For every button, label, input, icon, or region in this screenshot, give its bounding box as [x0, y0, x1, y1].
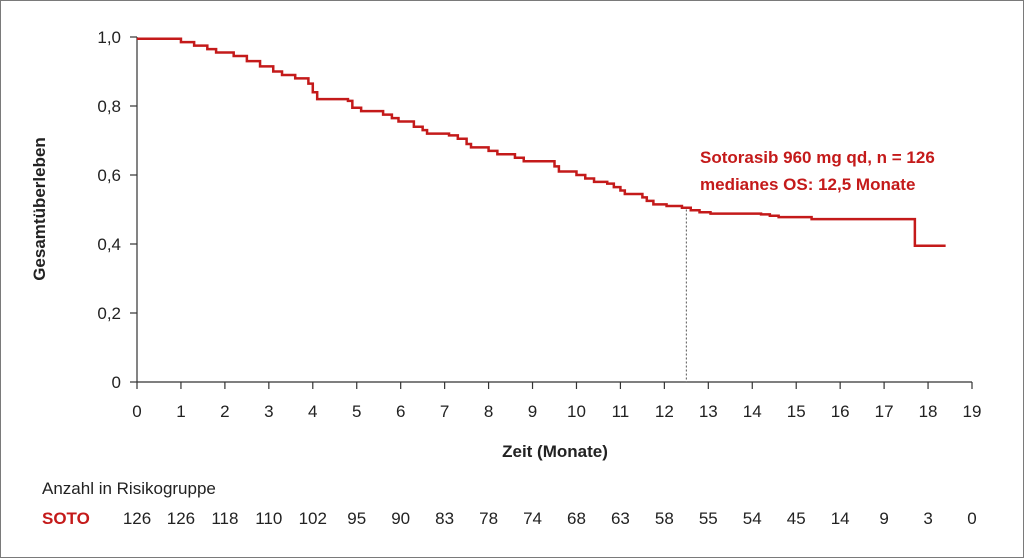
x-tick-label: 11	[612, 402, 630, 421]
x-tick-label: 2	[220, 402, 229, 421]
x-tick-label: 7	[440, 402, 449, 421]
x-tick-label: 9	[528, 402, 537, 421]
x-tick-label: 18	[919, 402, 938, 421]
y-tick-label: 0	[112, 373, 121, 392]
risk-value: 3	[923, 509, 932, 528]
risk-value: 95	[347, 509, 366, 528]
risk-value: 55	[699, 509, 718, 528]
y-axis: 0 0,2 0,4 0,6 0,8 1,0	[97, 28, 138, 392]
risk-value: 102	[299, 509, 327, 528]
risk-value: 118	[211, 509, 238, 528]
annotation-line-1: Sotorasib 960 mg qd, n = 126	[700, 148, 935, 167]
x-tick-label: 3	[264, 402, 273, 421]
x-tick-label: 1	[176, 402, 185, 421]
risk-value: 14	[831, 509, 850, 528]
x-tick-label: 5	[352, 402, 361, 421]
risk-table-label: SOTO	[42, 509, 90, 528]
y-tick-label: 0,6	[97, 166, 121, 185]
y-tick-label: 0,8	[97, 97, 121, 116]
risk-value: 68	[567, 509, 586, 528]
y-tick-label: 1,0	[97, 28, 121, 47]
risk-value: 63	[611, 509, 630, 528]
risk-table-values: 126 126 118 110 102 95 90 83 78 74 68 63 58 55 54 45 14 9…	[123, 509, 977, 528]
risk-value: 126	[123, 509, 151, 528]
risk-value: 78	[479, 509, 498, 528]
x-tick-label: 15	[787, 402, 806, 421]
risk-value: 126	[167, 509, 195, 528]
x-tick-label: 17	[875, 402, 894, 421]
risk-value: 54	[743, 509, 762, 528]
y-tick-label: 0,4	[97, 235, 121, 254]
x-tick-label: 14	[743, 402, 762, 421]
risk-table-title: Anzahl in Risikogruppe	[42, 479, 216, 498]
y-tick-label: 0,2	[97, 304, 121, 323]
x-tick-label: 8	[484, 402, 493, 421]
x-tick-label: 13	[699, 402, 718, 421]
risk-value: 74	[523, 509, 542, 528]
annotation-line-2: medianes OS: 12,5 Monate	[700, 175, 915, 194]
x-tick-label: 12	[655, 402, 674, 421]
y-axis-title: Gesamtüberleben	[30, 137, 49, 281]
risk-value: 45	[787, 509, 806, 528]
x-tick-label: 16	[831, 402, 850, 421]
risk-value: 90	[391, 509, 410, 528]
x-tick-label: 6	[396, 402, 405, 421]
risk-value: 110	[255, 509, 282, 528]
risk-value: 0	[967, 509, 976, 528]
km-survival-curve	[137, 37, 946, 247]
x-tick-label: 10	[567, 402, 586, 421]
x-axis-title: Zeit (Monate)	[502, 442, 608, 461]
x-axis: 0 1 2 3 4 5 6 7 8 9 10 11 12 13 14 15 16 17 18 19	[132, 381, 982, 421]
x-tick-label: 19	[963, 402, 982, 421]
risk-value: 58	[655, 509, 674, 528]
x-tick-label: 0	[132, 402, 141, 421]
risk-value: 9	[879, 509, 888, 528]
risk-value: 83	[435, 509, 454, 528]
x-tick-label: 4	[308, 402, 317, 421]
